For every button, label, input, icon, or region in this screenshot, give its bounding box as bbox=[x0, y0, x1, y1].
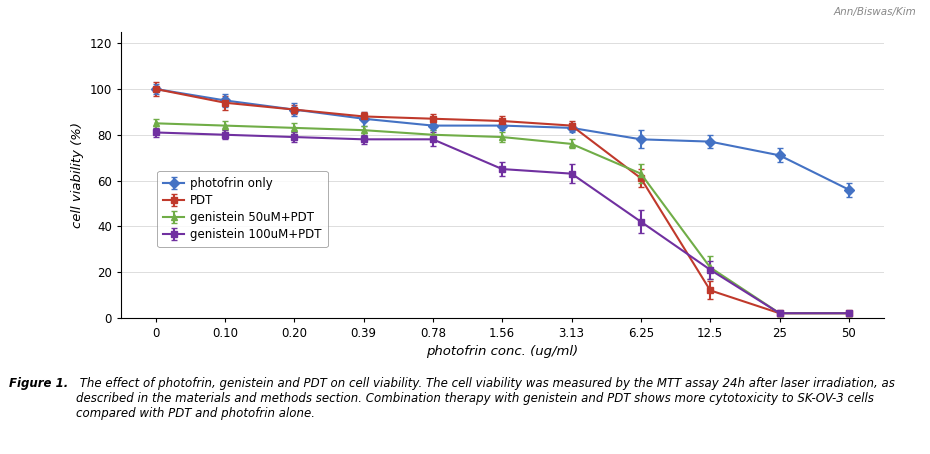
Text: The effect of photofrin, genistein and PDT on cell viability. The cell viability: The effect of photofrin, genistein and P… bbox=[76, 377, 896, 420]
Legend: photofrin only, PDT, genistein 50uM+PDT, genistein 100uM+PDT: photofrin only, PDT, genistein 50uM+PDT,… bbox=[157, 171, 327, 247]
X-axis label: photofrin conc. (ug/ml): photofrin conc. (ug/ml) bbox=[426, 345, 578, 358]
Text: Figure 1.: Figure 1. bbox=[9, 377, 69, 390]
Text: Ann/Biswas/Kim: Ann/Biswas/Kim bbox=[833, 7, 916, 17]
Y-axis label: cell viability (%): cell viability (%) bbox=[71, 122, 84, 228]
